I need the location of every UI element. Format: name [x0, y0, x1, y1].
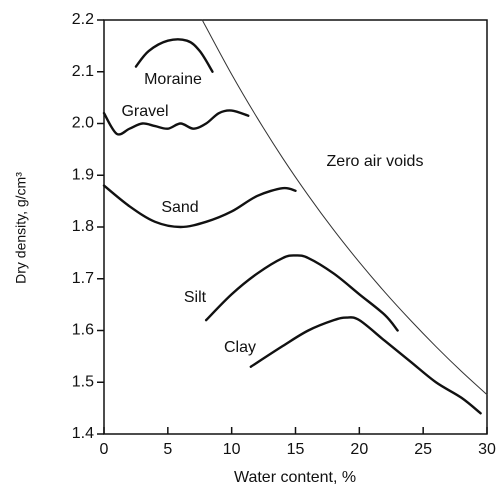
series-line	[201, 19, 488, 396]
y-tick-label: 1.4	[72, 425, 94, 442]
series-label: Zero air voids	[327, 153, 424, 170]
y-tick-label: 2.0	[72, 115, 94, 132]
x-tick-label: 30	[478, 441, 496, 458]
x-axis-label: Water content, %	[234, 469, 356, 486]
y-tick-label: 1.8	[72, 218, 94, 235]
series-label: Moraine	[144, 71, 202, 88]
x-tick-label: 15	[287, 441, 305, 458]
series-line	[249, 316, 482, 415]
series-label: Silt	[184, 289, 207, 306]
y-tick-label: 1.5	[72, 373, 94, 390]
x-tick-label: 0	[100, 441, 109, 458]
series-label: Sand	[161, 199, 198, 216]
series-line	[134, 38, 214, 73]
y-tick-label: 2.2	[72, 11, 94, 28]
x-tick-label: 25	[414, 441, 432, 458]
y-tick-label: 2.1	[72, 63, 94, 80]
y-tick-label: 1.6	[72, 322, 94, 339]
x-tick-label: 20	[350, 441, 368, 458]
series-line	[102, 109, 250, 136]
series-label: Clay	[224, 339, 256, 356]
series-line	[102, 184, 297, 229]
series-label: Gravel	[121, 103, 168, 120]
x-tick-label: 10	[223, 441, 241, 458]
y-tick-label: 1.7	[72, 270, 94, 287]
x-tick-label: 5	[163, 441, 172, 458]
y-axis-label: Dry density, g/cm³	[13, 172, 29, 284]
y-tick-label: 1.9	[72, 166, 94, 183]
series-line	[204, 254, 399, 332]
